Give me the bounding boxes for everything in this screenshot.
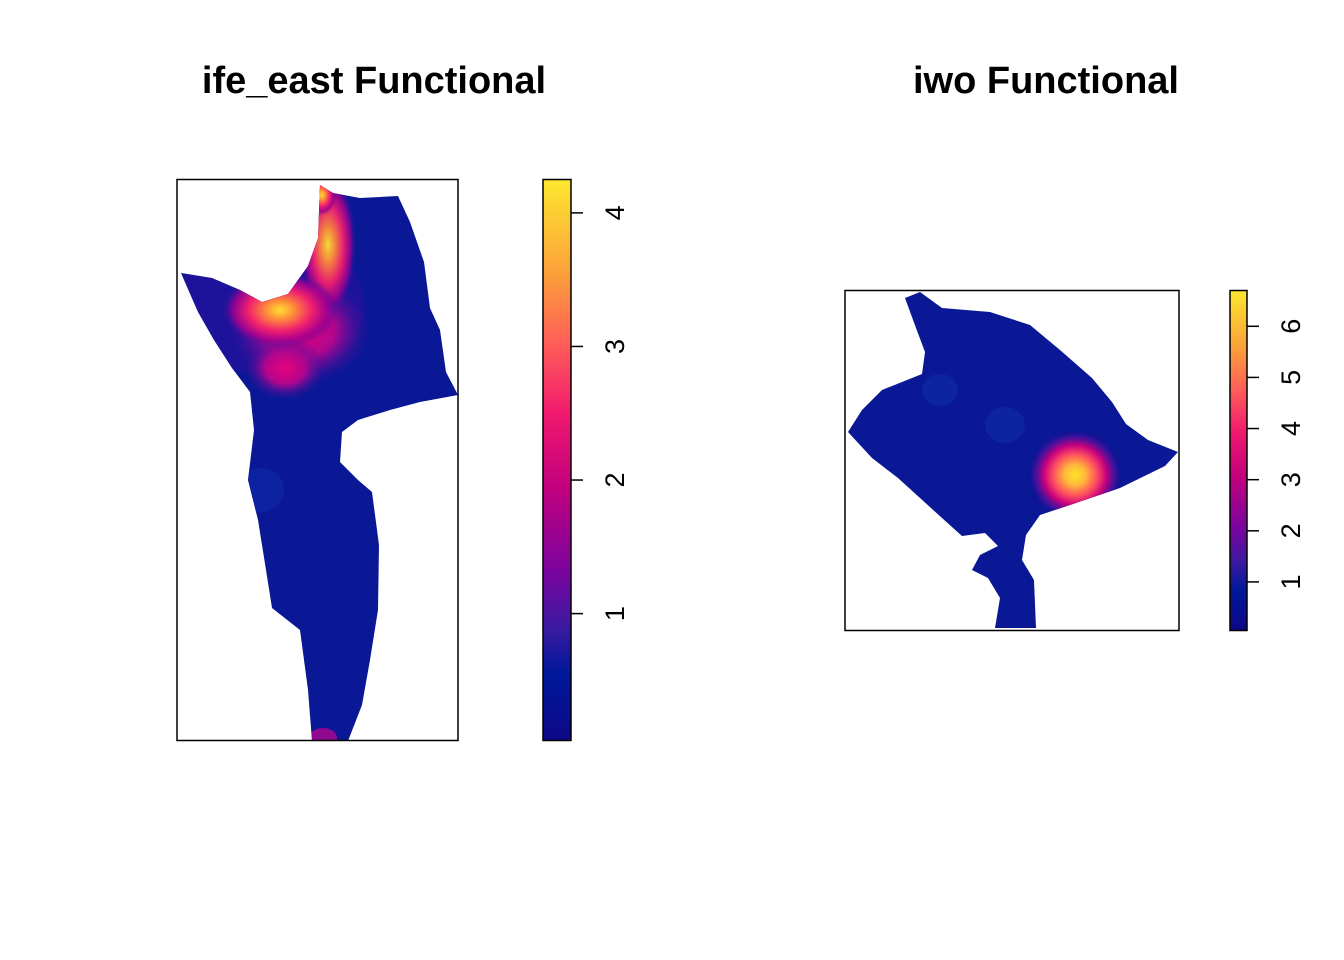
panel-iwo: iwo Functional 1 2 3 4 5 6 xyxy=(844,60,1306,632)
panel-ife-east: ife_east Functional 1 2 3 4 xyxy=(176,60,630,742)
colorbar-tick-label: 3 xyxy=(1276,472,1306,487)
heatmap-region-ife-east xyxy=(181,185,458,741)
colorbar-tick-label: 4 xyxy=(1276,421,1306,436)
colorbar-tick-label: 2 xyxy=(1276,523,1306,538)
colorbar-tick-label: 1 xyxy=(1276,574,1306,589)
chart-title-iwo: iwo Functional xyxy=(913,60,1179,102)
colorbar-tick-label: 6 xyxy=(1276,319,1306,334)
plot-frame-iwo xyxy=(844,289,1180,632)
colorbar-iwo: 1 2 3 4 5 6 xyxy=(1229,289,1306,632)
colorbar-tick-label: 4 xyxy=(600,205,630,220)
hotspot-central xyxy=(245,336,325,400)
hotspot-north xyxy=(308,185,336,215)
hotspot-southeast xyxy=(1027,429,1123,521)
colorbar-ramp-ife-east xyxy=(542,178,572,742)
hotspot-west-bend xyxy=(222,272,338,348)
heatmap-region-iwo xyxy=(848,292,1178,628)
plot-frame-ife-east xyxy=(176,178,459,742)
chart-title-ife-east: ife_east Functional xyxy=(202,60,546,102)
colorbar-tick-label: 2 xyxy=(600,473,630,488)
colorbar-ramp-iwo xyxy=(1229,289,1248,632)
colorbar-ife-east: 1 2 3 4 xyxy=(542,178,630,742)
colorbar-tick-label: 1 xyxy=(600,606,630,621)
colorbar-tick-label: 5 xyxy=(1276,370,1306,385)
colorbar-tick-label: 3 xyxy=(600,339,630,354)
